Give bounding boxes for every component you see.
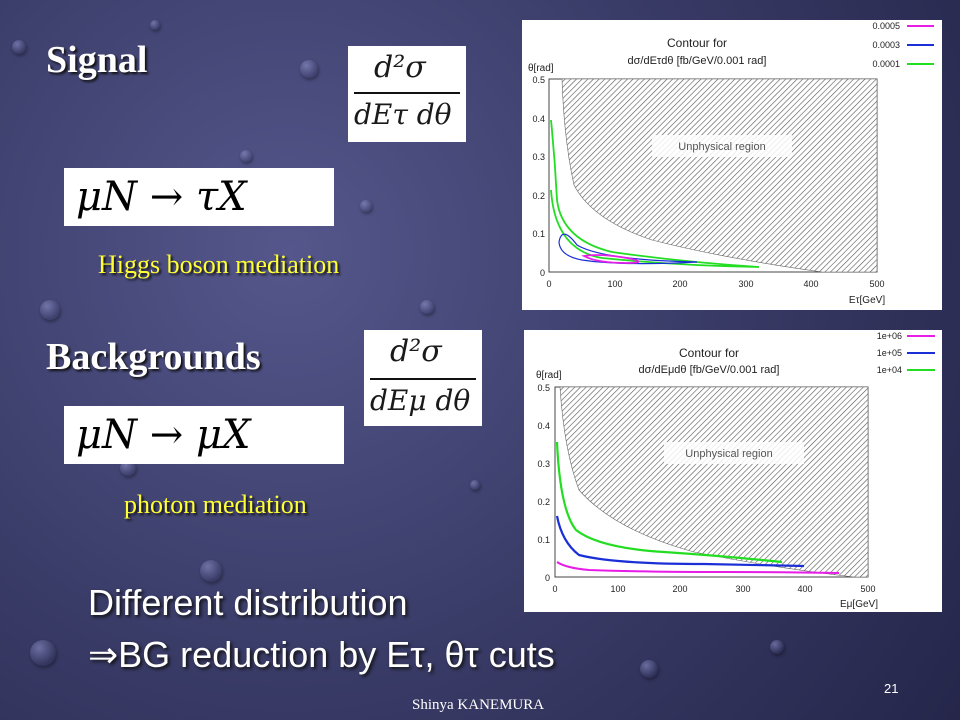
contour-1e+04: [555, 441, 783, 564]
unphysical-region-label: Unphysical region: [678, 141, 765, 153]
unphysical-region-label: Unphysical region: [685, 448, 772, 460]
x-tick-label: 200: [672, 584, 687, 594]
backgrounds-formula: d²σ dEμ dθ: [364, 330, 482, 426]
x-tick-label: 200: [672, 279, 687, 289]
plot-subtitle: dσ/dEμdθ [fb/GeV/0.001 rad]: [639, 364, 780, 376]
background-dot: [120, 460, 136, 476]
x-tick-label: 500: [869, 279, 884, 289]
slide-number: 21: [884, 681, 899, 696]
y-tick-label: 0: [545, 573, 550, 583]
plot-title: Contour for: [679, 346, 739, 360]
background-dot: [360, 200, 372, 212]
legend-label: 0.0003: [872, 40, 900, 50]
contour-0.0001: [550, 119, 760, 268]
y-tick-label: 0.5: [532, 75, 545, 85]
y-tick-label: 0.1: [537, 535, 550, 545]
legend: 1e+06 1e+05 1e+04: [877, 331, 935, 375]
annotation-box: [652, 135, 792, 157]
signal-contour-svg: Contour for dσ/dEτdθ [fb/GeV/0.001 rad] …: [528, 21, 934, 306]
footer-author: Shinya KANEMURA: [412, 697, 545, 713]
y-tick-label: 0.2: [532, 191, 545, 201]
x-tick-label: 300: [738, 279, 753, 289]
x-tick-label: 0: [552, 584, 557, 594]
signal-process-formula: μN → τX: [64, 168, 334, 226]
y-tick-label: 0.3: [532, 152, 545, 162]
x-ticks: 0 100 200 300 400 500: [552, 584, 875, 594]
y-tick-label: 0.2: [537, 497, 550, 507]
background-dot: [470, 480, 480, 490]
signal-formula-denominator: dEτ dθ: [354, 98, 452, 131]
signal-formula-numerator: d²σ: [374, 50, 426, 85]
conclusion-line-2: ⇒BG reduction by Eτ, θτ cuts: [88, 634, 555, 675]
unphysical-region: [561, 78, 878, 273]
legend-label: 0.0001: [872, 59, 900, 69]
signal-title: Signal: [46, 39, 148, 81]
background-dot: [30, 640, 56, 666]
y-tick-label: 0.4: [537, 421, 550, 431]
y-tick-label: 0.5: [537, 383, 550, 393]
x-tick-label: 0: [546, 279, 551, 289]
y-tick-label: 0.1: [532, 229, 545, 239]
backgrounds-formula-denominator: dEμ dθ: [370, 384, 471, 417]
x-tick-label: 100: [610, 584, 625, 594]
y-tick-label: 0.3: [537, 459, 550, 469]
contour-0.0003: [558, 233, 698, 265]
signal-contour-plot: Contour for dσ/dEτdθ [fb/GeV/0.001 rad] …: [522, 20, 942, 310]
background-contour-svg: Contour for dσ/dEμdθ [fb/GeV/0.001 rad] …: [536, 331, 935, 610]
x-tick-label: 400: [803, 279, 818, 289]
backgrounds-title: Backgrounds: [46, 336, 261, 378]
x-tick-label: 300: [735, 584, 750, 594]
background-dot: [200, 560, 222, 582]
y-axis-label: θ[rad]: [528, 63, 554, 74]
x-axis-label: Eτ[GeV]: [849, 295, 885, 306]
annotation-box: [664, 442, 804, 464]
y-ticks: 0.5 0.4 0.3 0.2 0.1 0: [537, 383, 550, 583]
fraction-bar: [354, 92, 460, 94]
legend-label: 1e+06: [877, 331, 902, 341]
y-axis-label: θ[rad]: [536, 370, 562, 381]
x-tick-label: 500: [860, 584, 875, 594]
legend: 0.0005 0.0003 0.0001: [872, 21, 934, 69]
x-axis-label: Eμ[GeV]: [840, 599, 878, 610]
fraction-bar: [370, 378, 476, 380]
legend-label: 1e+05: [877, 348, 902, 358]
plot-title: Contour for: [667, 36, 727, 50]
signal-mediation-label: Higgs boson mediation: [98, 250, 340, 279]
x-tick-label: 100: [607, 279, 622, 289]
legend-label: 1e+04: [877, 365, 902, 375]
y-tick-label: 0: [540, 268, 545, 278]
contour-1e+05: [555, 515, 805, 568]
background-contour-plot: Contour for dσ/dEμdθ [fb/GeV/0.001 rad] …: [524, 330, 942, 612]
x-ticks: 0 100 200 300 400 500: [546, 279, 884, 289]
background-dot: [420, 300, 434, 314]
contour-1e+06: [556, 561, 840, 574]
background-dot: [150, 20, 160, 30]
y-tick-label: 0.4: [532, 114, 545, 124]
backgrounds-process-formula: μN → μX: [64, 406, 344, 464]
x-tick-label: 400: [797, 584, 812, 594]
background-dot: [640, 660, 658, 678]
background-dot: [300, 60, 318, 78]
background-dot: [770, 640, 784, 654]
backgrounds-formula-numerator: d²σ: [390, 334, 442, 369]
conclusion-line-1: Different distribution: [88, 582, 408, 623]
legend-label: 0.0005: [872, 21, 900, 31]
backgrounds-mediation-label: photon mediation: [124, 490, 307, 519]
contour-0.0005: [581, 254, 640, 264]
plot-subtitle: dσ/dEτdθ [fb/GeV/0.001 rad]: [628, 55, 767, 67]
y-ticks: 0.5 0.4 0.3 0.2 0.1 0: [532, 75, 545, 278]
background-dot: [40, 300, 60, 320]
background-dot: [12, 40, 26, 54]
background-dot: [240, 150, 252, 162]
signal-formula: d²σ dEτ dθ: [348, 46, 466, 142]
